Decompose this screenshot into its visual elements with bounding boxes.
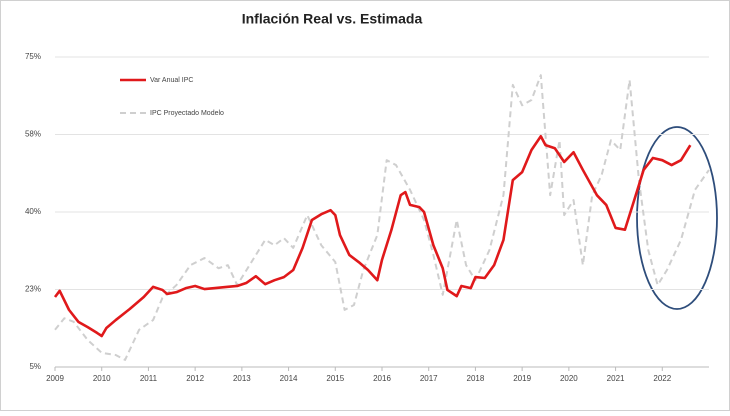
x-tick-label: 2018 (467, 374, 485, 383)
x-tick-label: 2009 (46, 374, 64, 383)
x-tick-label: 2015 (326, 374, 344, 383)
x-tick-label: 2016 (373, 374, 391, 383)
x-tick-label: 2020 (560, 374, 578, 383)
y-tick-label: 40% (25, 207, 41, 216)
chart-title: Inflación Real vs. Estimada (242, 11, 423, 27)
x-tick-label: 2013 (233, 374, 251, 383)
x-tick-label: 2010 (93, 374, 111, 383)
series-line (54, 74, 710, 361)
y-tick-label: 23% (25, 285, 41, 294)
x-tick-label: 2017 (420, 374, 438, 383)
highlight-ellipse (636, 126, 718, 310)
x-tick-label: 2019 (513, 374, 531, 383)
series-line (53, 134, 692, 338)
x-tick-label: 2014 (280, 374, 298, 383)
y-tick-label: 58% (25, 130, 41, 139)
legend-label: IPC Proyectado Modelo (150, 110, 224, 117)
x-tick-label: 2011 (140, 374, 158, 383)
x-tick-label: 2021 (607, 374, 625, 383)
x-tick-label: 2012 (186, 374, 204, 383)
legend-label: Var Anual IPC (150, 77, 193, 84)
y-tick-label: 75% (25, 52, 41, 61)
x-tick-label: 2022 (653, 374, 671, 383)
y-tick-label: 5% (29, 362, 41, 371)
